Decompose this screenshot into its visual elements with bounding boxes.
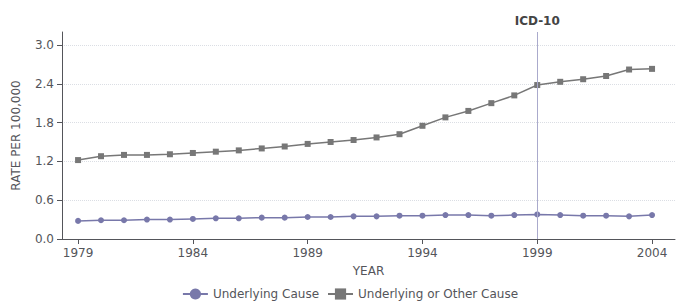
svg-text:1.8: 1.8 xyxy=(35,116,54,130)
svg-text:Underlying or Other Cause: Underlying or Other Cause xyxy=(358,287,518,301)
svg-text:1979: 1979 xyxy=(63,246,94,260)
svg-text:1984: 1984 xyxy=(178,246,209,260)
svg-text:ICD-10: ICD-10 xyxy=(515,14,560,28)
svg-text:2.4: 2.4 xyxy=(35,77,54,91)
svg-text:2004: 2004 xyxy=(637,246,668,260)
svg-text:0.6: 0.6 xyxy=(35,193,54,207)
svg-text:1999: 1999 xyxy=(522,246,553,260)
svg-text:1994: 1994 xyxy=(407,246,438,260)
svg-text:1989: 1989 xyxy=(292,246,323,260)
svg-text:3.0: 3.0 xyxy=(35,38,54,52)
svg-text:YEAR: YEAR xyxy=(352,264,384,278)
svg-text:0.0: 0.0 xyxy=(35,232,54,246)
svg-text:1.2: 1.2 xyxy=(35,154,54,168)
svg-text:RATE PER 100,000: RATE PER 100,000 xyxy=(9,80,23,190)
svg-text:Underlying Cause: Underlying Cause xyxy=(213,287,319,301)
